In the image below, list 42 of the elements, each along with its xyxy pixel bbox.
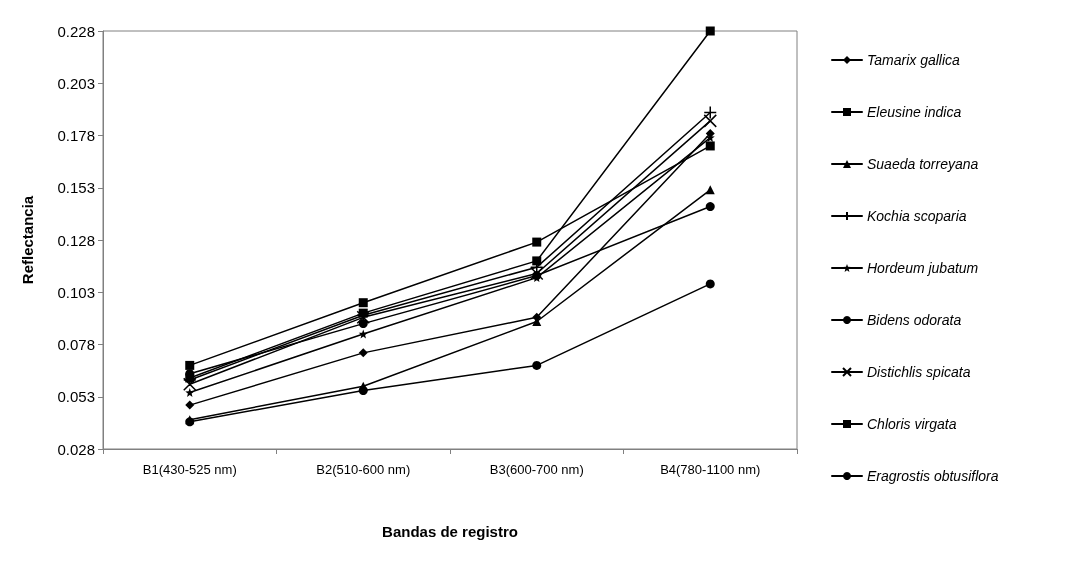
point [183,377,197,391]
point [703,105,717,120]
legend-label: Eleusine indica [867,104,962,120]
point [532,360,542,370]
point [185,400,195,410]
point [705,26,715,36]
legend-label: Suaeda torreyana [867,156,979,172]
point [532,237,542,247]
legend-label: Distichlis spicata [867,364,971,380]
y-tick-label: 0.053 [57,388,95,406]
legend-label: Eragrostis obtusiflora [867,468,999,484]
point [185,388,195,398]
point [358,298,368,308]
y-tick-label: 0.103 [57,283,95,301]
y-tick-label: 0.153 [57,179,95,197]
point [358,329,368,339]
x-tick-label: B1(430-525 nm) [142,462,237,477]
y-tick-label: 0.028 [57,440,95,458]
x-axis-title: Bandas de registro [382,523,518,540]
legend-label: Hordeum jubatum [867,260,979,276]
point [358,319,368,329]
point [705,279,715,289]
point [532,256,542,266]
legend-label: Tamarix gallica [867,52,961,68]
point [358,348,368,358]
x-tick-label: B2(510-600 nm) [316,462,411,477]
y-tick-label: 0.203 [57,74,95,92]
point [185,360,195,370]
x-tick-label: B3(600-700 nm) [489,462,584,477]
legend-label: Kochia scoparia [867,208,967,224]
point [703,114,717,128]
y-tick-label: 0.228 [57,22,95,40]
y-tick-label: 0.178 [57,127,95,144]
point [705,141,715,151]
x-tick-label: B4(780-1100 nm) [660,462,761,477]
legend-label: Bidens odorata [867,312,962,328]
y-tick-label: 0.078 [57,336,95,353]
legend-label: Chloris virgata [867,416,957,432]
point [705,202,715,212]
point [358,385,368,395]
y-tick-label: 0.128 [57,231,95,249]
y-axis-title: Reflectancia [19,195,36,285]
